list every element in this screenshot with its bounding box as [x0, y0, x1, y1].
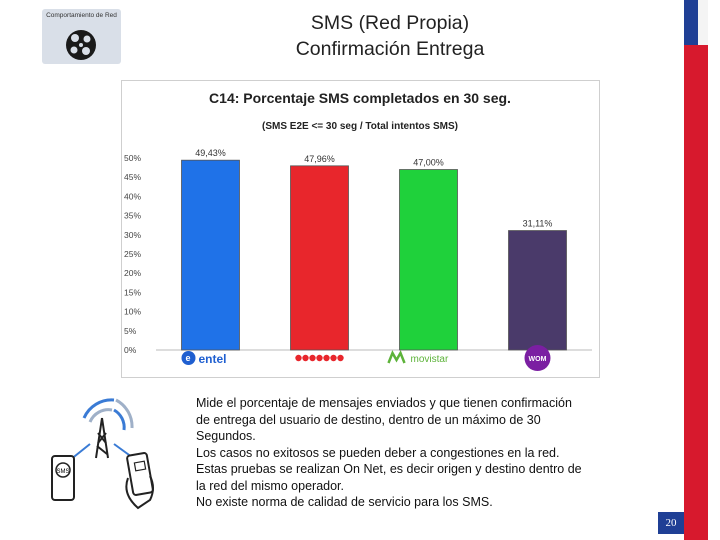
- bar: [181, 159, 240, 351]
- page-number: 20: [658, 512, 684, 534]
- data-label: 47,00%: [413, 158, 444, 168]
- description-line: Los casos no exitosos se pueden deber a …: [196, 445, 560, 460]
- description-line: la red del mismo operador.: [196, 478, 344, 493]
- entel-logo-mark: e: [186, 353, 191, 363]
- operator-logo-dot: [330, 354, 337, 362]
- operator-logo-dot: [309, 354, 316, 362]
- signal-waves-icon: [82, 398, 134, 431]
- y-tick-label: 35%: [124, 211, 141, 221]
- logo-caption: Comportamiento de Red: [46, 12, 117, 19]
- y-tick-label: 0%: [124, 345, 137, 355]
- wom-logo-icon: [524, 345, 551, 371]
- flag-red-stripe: [684, 45, 708, 540]
- flag-white-stripe: [698, 0, 708, 45]
- data-label: 31,11%: [523, 219, 553, 229]
- y-tick-label: 30%: [124, 230, 141, 240]
- operator-logo-dot: [302, 354, 309, 362]
- movistar-logo-icon: [387, 350, 406, 364]
- y-tick-label: 5%: [124, 326, 137, 336]
- description-line: Segundos.: [196, 429, 256, 443]
- y-tick-label: 40%: [124, 191, 141, 201]
- bar: [399, 169, 458, 351]
- data-label: 47,96%: [304, 154, 335, 164]
- entel-logo-icon: [181, 351, 196, 365]
- operator-logo-dot: [323, 354, 330, 362]
- description-line: Mide el porcentaje de mensajes enviados …: [196, 396, 572, 410]
- flag-blue-stripe: [684, 0, 698, 45]
- y-tick-label: 20%: [124, 268, 141, 278]
- page-title: SMS (Red Propia) Confirmación Entrega: [250, 10, 530, 62]
- description-line: Estas pruebas se realizan On Net, es dec…: [196, 462, 582, 476]
- data-label: 49,43%: [195, 148, 226, 158]
- bar: [508, 230, 567, 351]
- x-tick-label: entel: [199, 352, 227, 366]
- network-behavior-logo: Comportamiento de Red: [42, 9, 121, 64]
- title-line-2: Confirmación Entrega: [295, 38, 485, 60]
- network-globe-icon: [66, 30, 96, 60]
- operator-logo-dot: [295, 354, 302, 362]
- x-tick-label: movistar: [411, 354, 449, 365]
- hand-phone-icon: [125, 452, 154, 510]
- y-tick-label: 50%: [124, 153, 141, 163]
- y-tick-label: 25%: [124, 249, 141, 259]
- title-line-1: SMS (Red Propia): [310, 12, 470, 34]
- sms-network-illustration: SMS: [51, 398, 154, 510]
- y-tick-label: 10%: [124, 307, 141, 317]
- description-text: Mide el porcentaje de mensajes enviados …: [196, 395, 606, 511]
- description-line: de entrega del usuario de destino, dentr…: [196, 412, 541, 427]
- phone-sms-icon: SMS: [51, 455, 75, 501]
- chart-title: C14: Porcentaje SMS completados en 30 se…: [209, 90, 511, 106]
- svg-text:SMS: SMS: [56, 469, 69, 475]
- y-tick-label: 15%: [124, 287, 141, 297]
- operator-logo-dot: [316, 354, 323, 362]
- x-tick-label: WOM: [529, 356, 547, 363]
- antenna-tower-icon: [95, 417, 109, 459]
- operator-logo-dot: [337, 354, 344, 362]
- y-tick-label: 45%: [124, 172, 141, 182]
- bar: [290, 165, 349, 351]
- chart-frame: C14: Porcentaje SMS completados en 30 se…: [121, 80, 600, 378]
- description-line: No existe norma de calidad de servicio p…: [196, 495, 493, 509]
- chart-subtitle: (SMS E2E <= 30 seg / Total intentos SMS): [262, 121, 458, 132]
- sms-completion-bar-chart: C14: Porcentaje SMS completados en 30 se…: [124, 90, 592, 371]
